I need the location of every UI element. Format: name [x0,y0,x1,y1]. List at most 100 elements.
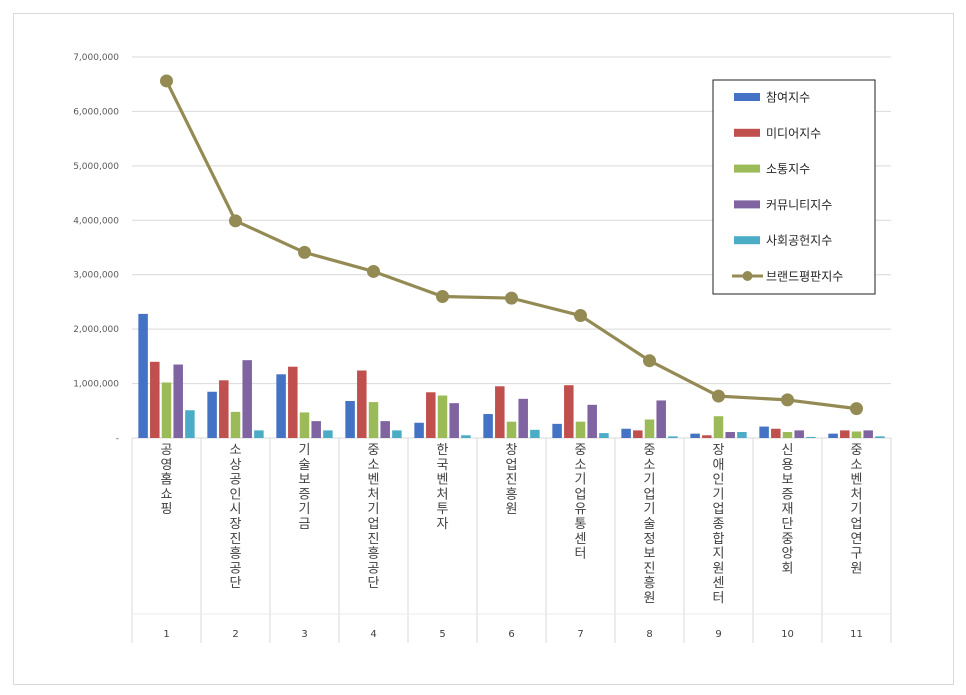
bar [506,421,517,438]
line-point [436,289,449,303]
bar [288,366,298,438]
bar [575,421,586,438]
legend-swatch [734,128,760,137]
line-point [367,264,380,278]
legend-label: 커뮤니티지수 [766,198,832,212]
rank-label: 3 [301,629,307,640]
brand-reputation-line [160,74,863,416]
category-table: 공 영 홈 쇼 핑 1 소 상 공 인 시 장 진 흥 공 단 2 기 술 보 증 기 금 3 중 소 벤 처 기 업 진 흥 공 단 4 한 국 벤 처 투… [131,437,892,643]
rank-label: 10 [781,629,794,640]
bars [138,313,885,438]
legend-box [712,79,876,295]
bar [219,380,229,438]
bar [276,374,286,438]
bar [564,385,574,438]
line-point [298,245,311,259]
bar [552,423,562,438]
legend-label: 사회공헌지수 [766,234,832,248]
bar [426,392,436,438]
bar [668,436,678,438]
line-point [850,402,863,416]
bar [254,430,264,438]
bar [242,360,252,438]
bar [483,414,493,438]
bar [138,313,148,438]
legend-swatch [734,93,760,101]
line-point [574,309,587,323]
bar [299,412,310,438]
line-point [229,214,242,228]
y-tick-label: 1,000,000 [73,380,119,390]
rank-label: 11 [850,629,863,640]
legend-swatch [734,164,760,173]
y-tick-label: 3,000,000 [73,271,119,281]
rank-label: 6 [508,629,514,640]
legend-swatch [734,200,760,209]
bar [599,433,609,438]
rank-label: 2 [232,629,238,640]
bar [759,426,769,438]
bar [437,395,448,438]
bar [357,370,367,438]
bar [875,436,885,438]
bar [587,404,597,438]
bar [380,421,390,438]
rank-label: 4 [370,629,376,640]
bar [690,433,700,438]
bar [633,430,643,438]
line-point [643,354,656,368]
bar [771,428,781,438]
bar [392,430,402,438]
y-tick-label: - [116,434,119,444]
bar [311,421,321,438]
bar [794,430,804,438]
bar [863,430,873,438]
bar [656,400,666,438]
rank-label: 1 [163,629,169,640]
line-point [781,393,794,407]
bar [621,428,631,438]
bar [782,432,793,438]
bar [173,364,183,438]
legend-label: 참여지수 [766,91,810,105]
bar [713,416,724,438]
rank-label: 7 [577,629,583,640]
y-tick-label: 4,000,000 [73,216,119,226]
bar [461,435,471,438]
legend-label: 소통지수 [766,162,810,176]
rank-label: 5 [439,629,445,640]
y-tick-label: 6,000,000 [73,107,119,117]
line-point [160,74,173,88]
y-tick-label: 5,000,000 [73,162,119,172]
legend-swatch [734,236,760,245]
y-tick-label: 7,000,000 [73,53,119,63]
bar [828,433,838,438]
bar [323,430,333,438]
legend-swatch-marker [742,271,753,281]
line-point [712,389,725,403]
legend-label: 미디어지수 [766,126,821,140]
bar [851,431,862,438]
bar [806,436,816,438]
bar [702,435,712,438]
bar [185,410,195,438]
bar [737,432,747,438]
bar [840,430,850,438]
legend-label: 브랜드평판지수 [766,270,843,284]
line-point [505,291,518,305]
bar [530,429,540,438]
bar [345,400,355,438]
y-tick-label: 2,000,000 [73,325,119,335]
bar [230,411,241,438]
rank-label: 9 [715,629,721,640]
